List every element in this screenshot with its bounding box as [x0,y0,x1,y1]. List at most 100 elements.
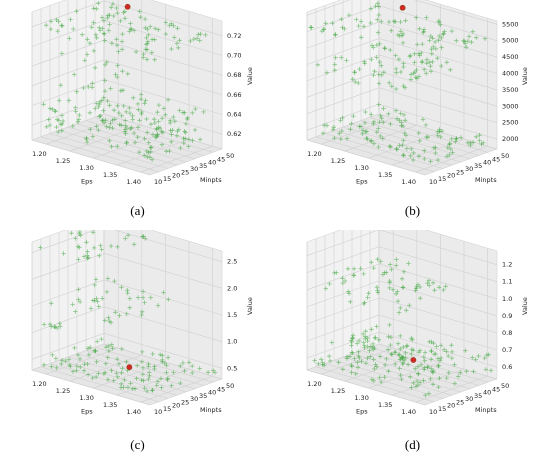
data-point [371,357,376,362]
data-point [327,354,332,359]
data-point [464,45,469,50]
data-point [71,26,76,32]
data-point [488,368,494,373]
grid-line-value [306,314,498,351]
data-point [401,112,407,118]
data-point [54,17,59,22]
panel-c: 1.20 1.25 1.30 1.35 1.40 10 15 20 25 30 35 40 45 50 0.… [0,230,275,460]
data-point [97,114,102,119]
data-point [429,47,434,52]
data-point [371,141,376,146]
z-tick-label: 3500 [502,86,519,94]
data-point [338,118,343,123]
data-point [332,62,337,67]
data-point [94,35,99,40]
data-point [458,135,464,140]
data-point [99,336,104,342]
y-axis-label: Minpts [200,406,222,414]
data-point [388,262,393,267]
caption-d: (d) [404,437,421,452]
data-point [422,358,427,363]
data-point [385,347,391,352]
data-point [484,352,489,358]
data-point [474,35,479,40]
y-axis-label: Minpts [475,176,497,184]
z-tick-label: 2.5 [227,258,237,266]
z-tick-label: 0.5 [227,364,237,372]
data-point [73,309,78,314]
data-point [96,104,101,110]
data-point [201,109,206,115]
data-point [66,98,72,103]
y-tick-label: 15 [438,175,446,183]
data-point [143,25,148,30]
data-point [381,106,386,111]
data-point [132,386,138,391]
data-point [413,366,418,371]
optimum-point [124,3,131,10]
data-point [412,51,417,56]
data-point [124,109,129,115]
data-point [372,366,377,372]
data-point [454,136,459,141]
data-point [102,88,108,94]
data-point [402,130,407,136]
y-tick-label: 30 [190,165,198,173]
data-point [152,364,157,369]
data-point [105,98,110,104]
data-point [331,125,336,130]
data-point [370,341,376,347]
data-point [155,303,161,308]
data-point [388,335,394,340]
data-point [143,42,149,47]
data-point [356,349,361,354]
data-point [181,140,186,146]
data-point [388,121,393,127]
grid-line-minpts [49,5,169,169]
data-point [186,360,192,365]
data-point [361,301,367,307]
grid-line-minpts [31,242,151,406]
data-point [433,46,439,51]
data-point [102,318,107,323]
data-point [77,112,82,118]
data-point [394,116,400,121]
grid-line-minpts [40,8,160,173]
data-point [114,43,120,48]
data-point [171,23,176,28]
data-point [441,31,446,36]
data-point [417,284,423,290]
data-point [389,267,394,272]
x-axis-label: Eps [356,178,368,186]
data-point [416,371,421,377]
data-point [76,257,81,262]
data-point [73,236,78,241]
data-point [362,120,368,126]
data-point [340,276,345,281]
data-point [349,370,354,375]
data-point [435,356,441,361]
data-point [482,355,487,361]
data-point [376,102,381,107]
data-point [111,13,116,19]
y-tick-label: 45 [217,385,225,393]
data-point [374,55,379,60]
data-point [415,382,421,388]
data-point [409,351,414,357]
y-tick-label: 35 [199,392,207,400]
data-point [333,32,338,37]
z-tick-label: 0.72 [227,32,241,40]
data-point [47,122,53,128]
data-point [483,367,489,372]
data-point [119,346,124,352]
data-point [339,55,344,60]
data-point [131,95,136,100]
data-point [412,69,418,75]
data-point [364,135,369,141]
data-point [452,362,457,367]
data-point [96,371,101,376]
data-point [340,115,345,120]
data-point [401,61,406,66]
data-point [47,322,53,327]
data-point [80,32,85,37]
